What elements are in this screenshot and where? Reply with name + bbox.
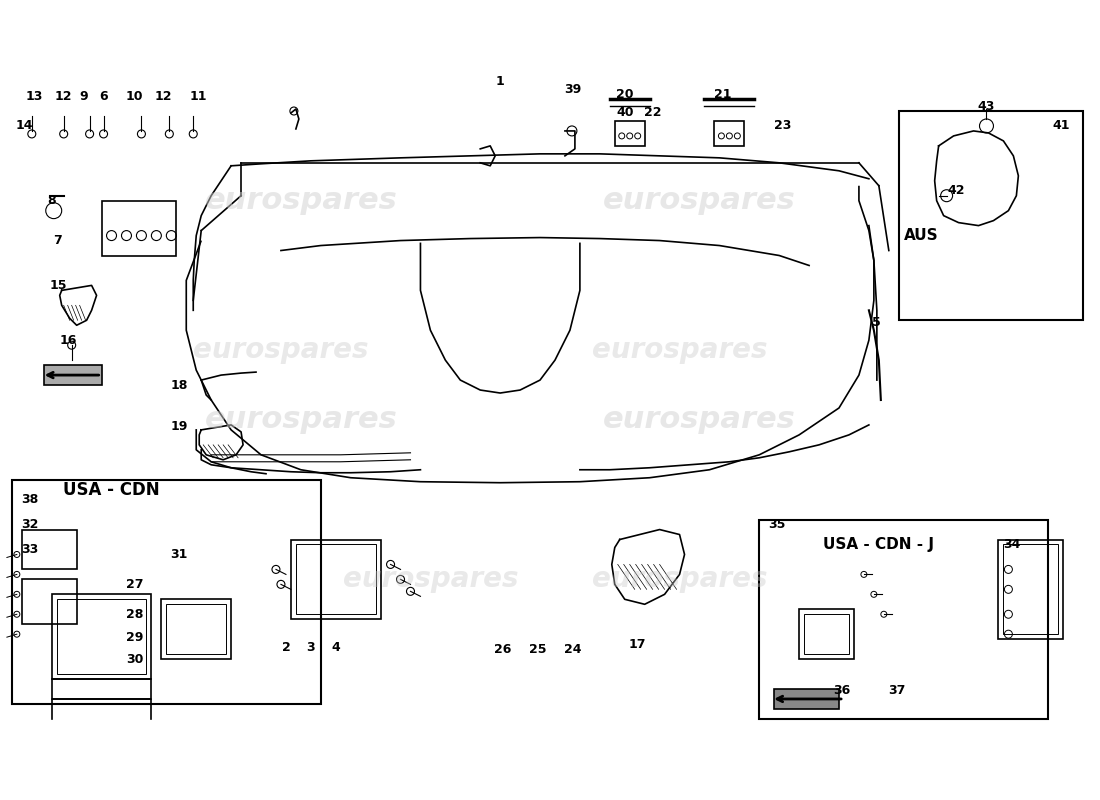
- Text: 18: 18: [170, 378, 188, 391]
- Text: 33: 33: [21, 543, 38, 556]
- Text: 5: 5: [872, 316, 881, 329]
- Text: 31: 31: [170, 548, 188, 561]
- Text: 39: 39: [564, 82, 582, 95]
- Text: 19: 19: [170, 421, 188, 434]
- Bar: [1003, 545, 1058, 634]
- Text: 4: 4: [331, 641, 340, 654]
- Text: 16: 16: [60, 334, 77, 346]
- Text: 1: 1: [496, 74, 505, 88]
- Bar: [714, 121, 745, 146]
- Text: 30: 30: [125, 653, 143, 666]
- Text: 34: 34: [1003, 538, 1020, 551]
- Text: 11: 11: [189, 90, 207, 102]
- Text: 26: 26: [495, 642, 512, 656]
- Text: USA - CDN: USA - CDN: [63, 481, 160, 498]
- Bar: [799, 610, 854, 659]
- Text: 21: 21: [714, 87, 732, 101]
- Bar: [57, 599, 146, 674]
- Text: 15: 15: [50, 279, 67, 292]
- Bar: [615, 121, 645, 146]
- Text: eurospares: eurospares: [603, 406, 796, 434]
- Polygon shape: [44, 365, 101, 385]
- Polygon shape: [774, 689, 839, 709]
- Bar: [899, 111, 1084, 320]
- Text: 32: 32: [21, 518, 38, 531]
- Bar: [52, 594, 152, 679]
- Text: 38: 38: [21, 493, 38, 506]
- Bar: [166, 604, 227, 654]
- Text: 9: 9: [79, 90, 88, 102]
- Text: eurospares: eurospares: [592, 566, 768, 594]
- Bar: [759, 519, 1048, 719]
- Bar: [101, 201, 176, 255]
- Text: 42: 42: [948, 184, 966, 198]
- Text: 2: 2: [282, 641, 290, 654]
- Text: 12: 12: [155, 90, 172, 102]
- Text: 13: 13: [25, 90, 43, 102]
- Text: eurospares: eurospares: [194, 336, 368, 364]
- Text: 7: 7: [53, 234, 62, 247]
- Bar: [296, 545, 375, 614]
- Bar: [12, 480, 321, 704]
- Text: 22: 22: [644, 106, 661, 119]
- Text: 14: 14: [15, 119, 33, 133]
- Text: eurospares: eurospares: [205, 406, 397, 434]
- Text: 24: 24: [564, 642, 582, 656]
- Text: 6: 6: [99, 90, 108, 102]
- Text: 3: 3: [307, 641, 315, 654]
- Text: 36: 36: [834, 685, 850, 698]
- Bar: [290, 539, 381, 619]
- Text: USA - CDN - J: USA - CDN - J: [824, 537, 934, 552]
- Bar: [52, 679, 152, 699]
- Text: 27: 27: [125, 578, 143, 591]
- Text: 37: 37: [888, 685, 905, 698]
- Text: 25: 25: [529, 642, 547, 656]
- Text: 43: 43: [978, 99, 996, 113]
- Text: 8: 8: [47, 194, 56, 207]
- Text: eurospares: eurospares: [343, 566, 518, 594]
- Text: 20: 20: [616, 87, 634, 101]
- Bar: [22, 579, 77, 624]
- Bar: [22, 530, 77, 570]
- Bar: [999, 539, 1064, 639]
- Text: 35: 35: [769, 518, 785, 531]
- Text: 17: 17: [629, 638, 647, 650]
- Text: 41: 41: [1053, 119, 1070, 133]
- Bar: [162, 599, 231, 659]
- Text: eurospares: eurospares: [592, 336, 768, 364]
- Text: 29: 29: [125, 630, 143, 644]
- Text: AUS: AUS: [904, 228, 938, 243]
- Bar: [804, 614, 849, 654]
- Text: 40: 40: [616, 106, 634, 119]
- Text: 28: 28: [125, 608, 143, 621]
- Text: 10: 10: [125, 90, 143, 102]
- Text: eurospares: eurospares: [205, 186, 397, 215]
- Text: 23: 23: [773, 119, 791, 133]
- Text: eurospares: eurospares: [603, 186, 796, 215]
- Text: 12: 12: [55, 90, 73, 102]
